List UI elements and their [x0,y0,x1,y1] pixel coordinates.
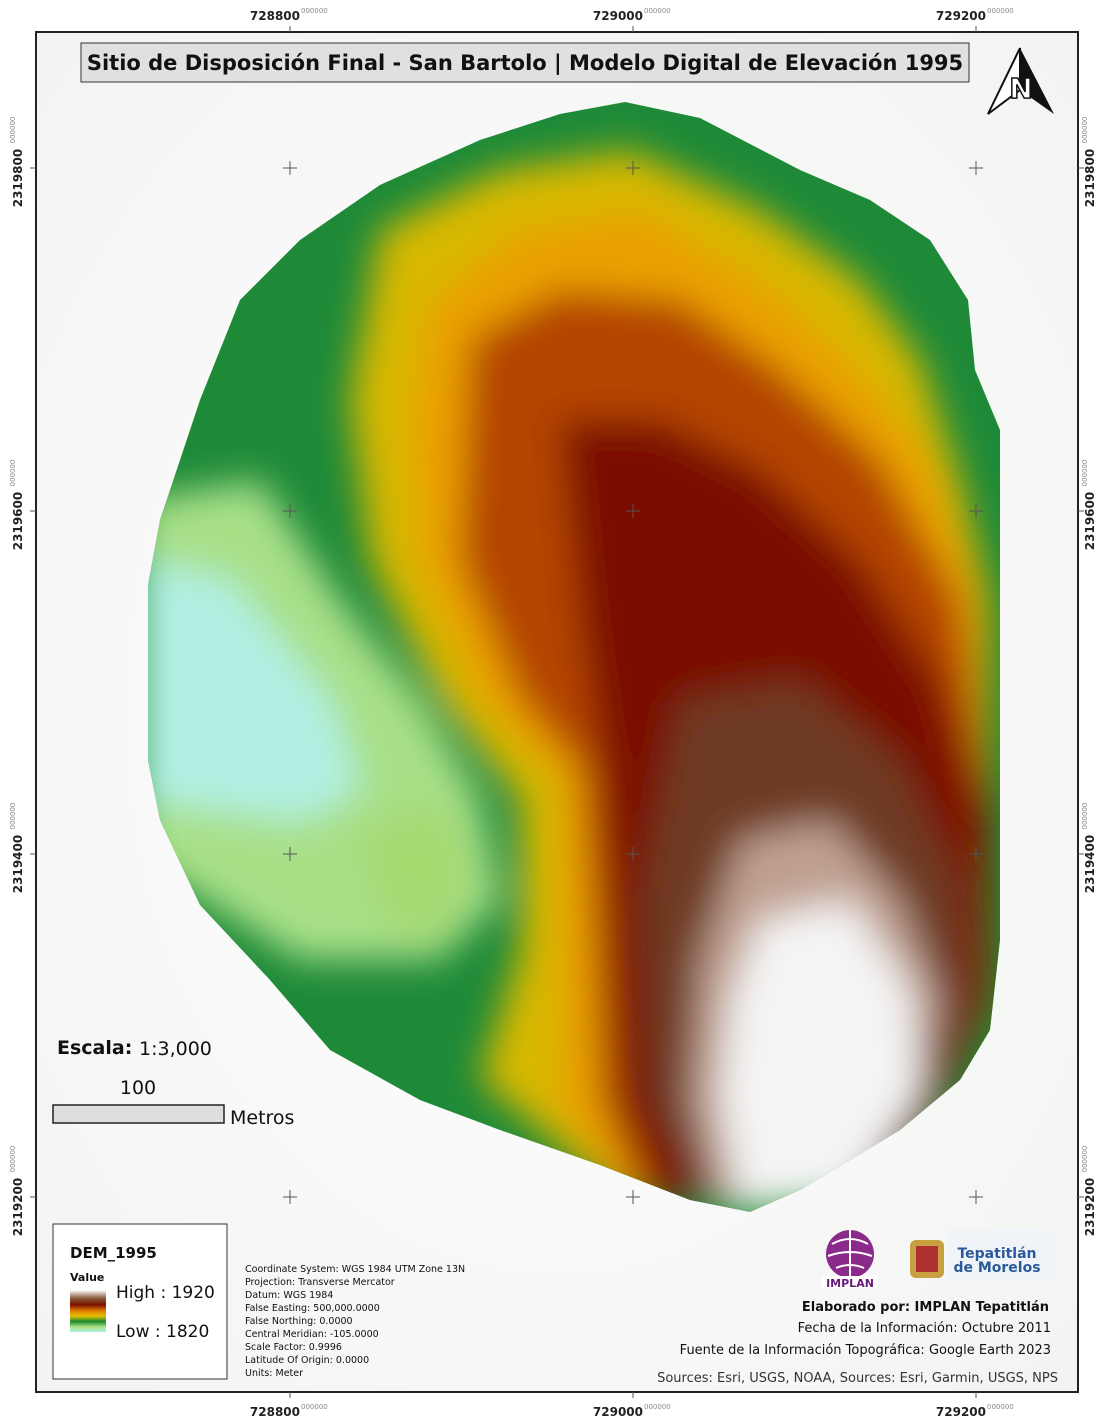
y-coordinate: 2319800 [11,149,25,207]
y-coordinate-suffix: 000000 [9,803,17,830]
x-coordinate: 729200 [936,1405,986,1419]
scale-bar [53,1105,224,1123]
y-coordinate-suffix: 000000 [9,1146,17,1173]
x-coordinate: 728800 [250,9,300,23]
y-coordinate-suffix: 000000 [1081,460,1089,487]
legend-ramp [70,1290,106,1332]
x-coordinate: 729000 [593,1405,643,1419]
projection-line: False Northing: 0.0000 [245,1316,353,1327]
municipality-name: de Morelos [953,1260,1040,1276]
legend-high: High : 1920 [116,1283,215,1303]
y-coordinate-suffix: 000000 [1081,803,1089,830]
x-coordinate-suffix: 000000 [987,7,1014,15]
y-coordinate-suffix: 000000 [9,117,17,144]
y-coordinate: 2319600 [11,492,25,550]
y-coordinate: 2319600 [1083,492,1094,550]
y-coordinate-suffix: 000000 [1081,1146,1089,1173]
projection-line: False Easting: 500,000.0000 [245,1303,380,1314]
x-coordinate-suffix: 000000 [301,1403,328,1411]
scale-label: Escala: [57,1037,132,1059]
y-coordinate: 2319200 [11,1178,25,1236]
projection-line: Projection: Transverse Mercator [245,1277,395,1288]
x-coordinate-suffix: 000000 [987,1403,1014,1411]
x-coordinate: 729000 [593,9,643,23]
projection-line: Scale Factor: 0.9996 [245,1342,342,1353]
x-coordinate: 728800 [250,1405,300,1419]
legend-low: Low : 1820 [116,1322,209,1342]
y-coordinate-suffix: 000000 [1081,117,1089,144]
projection-line: Central Meridian: -105.0000 [245,1329,379,1340]
y-coordinate-suffix: 000000 [9,460,17,487]
credit-author: Elaborado por: IMPLAN Tepatitlán [802,1300,1049,1315]
x-coordinate-suffix: 000000 [644,7,671,15]
x-coordinate: 729200 [936,9,986,23]
scale-ratio: 1:3,000 [139,1038,212,1060]
credit-source: Fuente de la Información Topográfica: Go… [680,1343,1051,1358]
legend-title: DEM_1995 [70,1244,157,1262]
projection-line: Datum: WGS 1984 [245,1290,333,1301]
y-coordinate: 2319400 [11,835,25,893]
x-coordinate-suffix: 000000 [301,7,328,15]
credit-basemap: Sources: Esri, USGS, NOAA, Sources: Esri… [657,1371,1058,1386]
map-page: 728800000000 729000000000 729200000000 7… [0,0,1094,1420]
scale-unit: Metros [230,1107,294,1129]
scale-distance: 100 [120,1077,156,1099]
y-coordinate: 2319200 [1083,1178,1094,1236]
map-title: Sitio de Disposición Final - San Bartolo… [87,51,963,76]
projection-line: Coordinate System: WGS 1984 UTM Zone 13N [245,1264,465,1275]
y-coordinate: 2319400 [1083,835,1094,893]
north-label: N [1009,72,1032,105]
legend-subtitle: Value [70,1271,104,1284]
x-coordinate-suffix: 000000 [644,1403,671,1411]
implan-label: IMPLAN [826,1277,874,1290]
projection-line: Latitude Of Origin: 0.0000 [245,1355,369,1366]
y-coordinate: 2319800 [1083,149,1094,207]
credit-date: Fecha de la Información: Octubre 2011 [798,1321,1051,1336]
projection-line: Units: Meter [245,1368,303,1379]
